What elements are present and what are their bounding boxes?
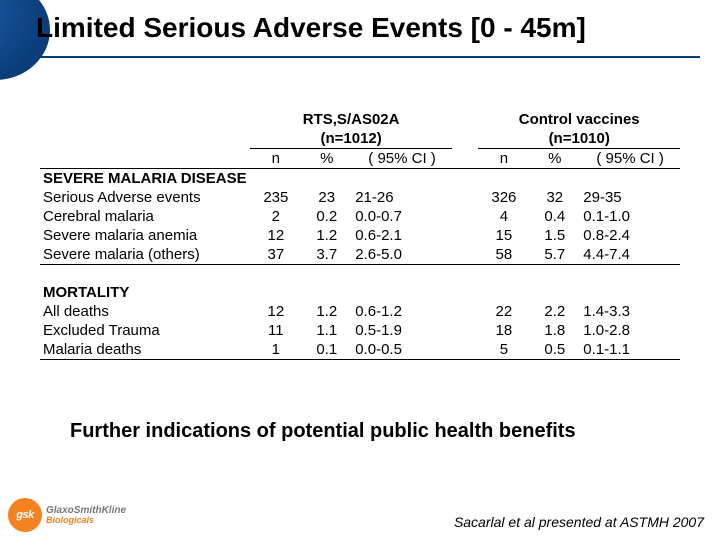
group2-n: (n=1010): [478, 129, 680, 149]
cell: 2.2: [529, 302, 580, 321]
cell: 15: [478, 226, 529, 245]
table-row: Malaria deaths 1 0.1 0.0-0.5 5 0.5 0.1-1…: [40, 340, 680, 360]
gsk-line2: Biologicals: [46, 516, 126, 525]
cell: 2: [250, 207, 301, 226]
cell: 0.6-2.1: [352, 226, 452, 245]
gsk-logo-text: GlaxoSmithKline Biologicals: [46, 506, 126, 525]
cell: 1.1: [301, 321, 352, 340]
table-row: Cerebral malaria 2 0.2 0.0-0.7 4 0.4 0.1…: [40, 207, 680, 226]
cell: 0.8-2.4: [580, 226, 680, 245]
header-row-cols: n % ( 95% CI ) n % ( 95% CI ): [40, 149, 680, 169]
cell: 0.1: [301, 340, 352, 360]
header-row-n: (n=1012) (n=1010): [40, 129, 680, 149]
cell: 1: [250, 340, 301, 360]
cell: 12: [250, 226, 301, 245]
col-ci-1: ( 95% CI ): [352, 149, 452, 169]
table-row: Serious Adverse events 235 23 21-26 326 …: [40, 188, 680, 207]
title-underline: [20, 56, 700, 58]
data-table: RTS,S/AS02A Control vaccines (n=1012) (n…: [40, 110, 680, 360]
row-label: Severe malaria (others): [40, 245, 250, 265]
slide: Limited Serious Adverse Events [0 - 45m]…: [0, 0, 720, 540]
cell: 0.0-0.5: [352, 340, 452, 360]
table-row: All deaths 12 1.2 0.6-1.2 22 2.2 1.4-3.3: [40, 302, 680, 321]
cell: 1.8: [529, 321, 580, 340]
title-bar: Limited Serious Adverse Events [0 - 45m]: [0, 0, 720, 64]
cell: 0.5: [529, 340, 580, 360]
gsk-line1: GlaxoSmithKline: [46, 506, 126, 516]
cell: 12: [250, 302, 301, 321]
cell: 23: [301, 188, 352, 207]
cell: 1.2: [301, 226, 352, 245]
citation-text: Sacarlal et al presented at ASTMH 2007: [454, 514, 704, 530]
cell: 1.0-2.8: [580, 321, 680, 340]
col-n-2: n: [478, 149, 529, 169]
cell: 37: [250, 245, 301, 265]
col-n-1: n: [250, 149, 301, 169]
cell: 0.5-1.9: [352, 321, 452, 340]
group1-n: (n=1012): [250, 129, 451, 149]
cell: 58: [478, 245, 529, 265]
table-row: Severe malaria (others) 37 3.7 2.6-5.0 5…: [40, 245, 680, 265]
cell: 21-26: [352, 188, 452, 207]
header-row-group: RTS,S/AS02A Control vaccines: [40, 110, 680, 129]
section-title-row: MORTALITY: [40, 283, 680, 302]
table-row: Severe malaria anemia 12 1.2 0.6-2.1 15 …: [40, 226, 680, 245]
section-title: SEVERE MALARIA DISEASE: [40, 169, 680, 189]
cell: 0.6-1.2: [352, 302, 452, 321]
col-pct-1: %: [301, 149, 352, 169]
cell: 3.7: [301, 245, 352, 265]
cell: 326: [478, 188, 529, 207]
gsk-logo: gsk GlaxoSmithKline Biologicals: [8, 498, 126, 532]
cell: 32: [529, 188, 580, 207]
row-label: Excluded Trauma: [40, 321, 250, 340]
row-label: Malaria deaths: [40, 340, 250, 360]
cell: 29-35: [580, 188, 680, 207]
row-label: Cerebral malaria: [40, 207, 250, 226]
content-area: RTS,S/AS02A Control vaccines (n=1012) (n…: [40, 110, 680, 360]
conclusion-text: Further indications of potential public …: [70, 420, 576, 443]
slide-title: Limited Serious Adverse Events [0 - 45m]: [36, 12, 586, 44]
cell: 0.0-0.7: [352, 207, 452, 226]
cell: 11: [250, 321, 301, 340]
section-title: MORTALITY: [40, 283, 680, 302]
row-label: Serious Adverse events: [40, 188, 250, 207]
cell: 22: [478, 302, 529, 321]
cell: 18: [478, 321, 529, 340]
row-label: All deaths: [40, 302, 250, 321]
cell: 0.1-1.0: [580, 207, 680, 226]
section-title-row: SEVERE MALARIA DISEASE: [40, 169, 680, 189]
group2-name: Control vaccines: [478, 110, 680, 129]
cell: 5.7: [529, 245, 580, 265]
gsk-roundel-icon: gsk: [8, 498, 42, 532]
cell: 2.6-5.0: [352, 245, 452, 265]
cell: 0.1-1.1: [580, 340, 680, 360]
cell: 5: [478, 340, 529, 360]
cell: 1.4-3.3: [580, 302, 680, 321]
cell: 1.5: [529, 226, 580, 245]
cell: 4: [478, 207, 529, 226]
row-label: Severe malaria anemia: [40, 226, 250, 245]
table-row: Excluded Trauma 11 1.1 0.5-1.9 18 1.8 1.…: [40, 321, 680, 340]
cell: 235: [250, 188, 301, 207]
cell: 0.4: [529, 207, 580, 226]
cell: 4.4-7.4: [580, 245, 680, 265]
cell: 1.2: [301, 302, 352, 321]
group1-name: RTS,S/AS02A: [250, 110, 451, 129]
col-pct-2: %: [529, 149, 580, 169]
cell: 0.2: [301, 207, 352, 226]
col-ci-2: ( 95% CI ): [580, 149, 680, 169]
spacer-row: [40, 265, 680, 283]
